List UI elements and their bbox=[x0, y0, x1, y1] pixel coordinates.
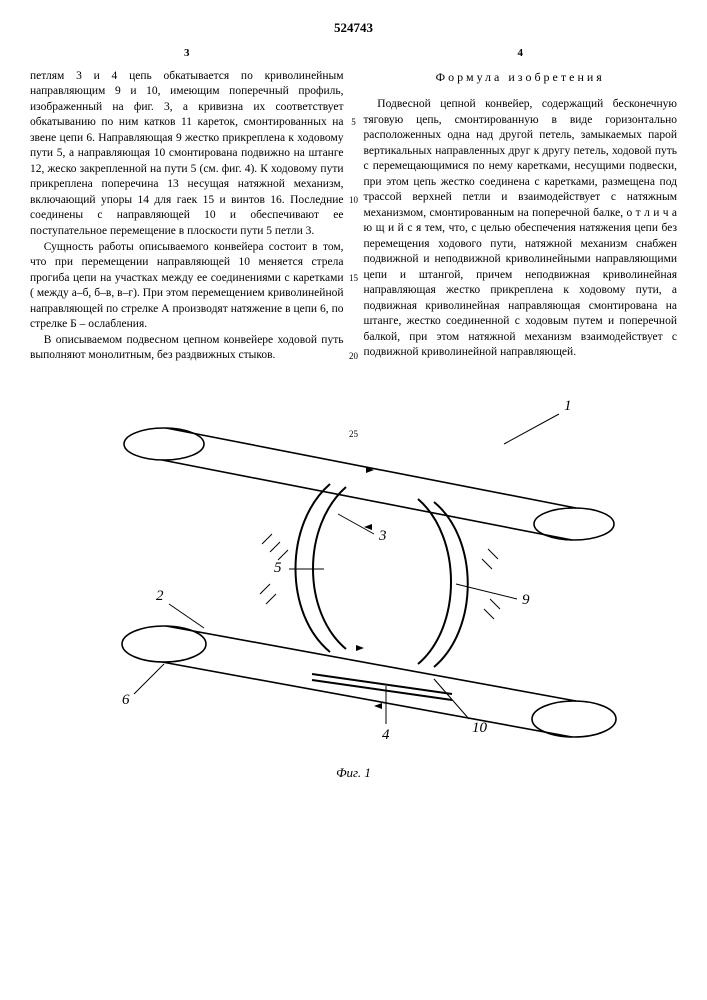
line-num-10: 10 bbox=[344, 196, 364, 205]
formula-title: Формула изобретения bbox=[364, 69, 678, 85]
left-col-number: 3 bbox=[30, 46, 344, 61]
right-col-number: 4 bbox=[364, 46, 678, 61]
callout-10: 10 bbox=[472, 720, 488, 736]
callout-2: 2 bbox=[156, 588, 164, 604]
line-num-25: 25 bbox=[344, 430, 364, 439]
right-para-1: Подвесной цепной конвейер, содержащий бе… bbox=[364, 97, 678, 361]
figure-1-svg: 1 2 3 5 4 6 9 10 bbox=[74, 384, 634, 754]
right-column: 4 Формула изобретения Подвесной цепной к… bbox=[364, 46, 678, 364]
left-para-2: Сущность работы описываемого конвейера с… bbox=[30, 240, 344, 333]
line-num-15: 15 bbox=[344, 274, 364, 283]
callout-1: 1 bbox=[564, 398, 572, 414]
callout-4: 4 bbox=[382, 727, 390, 743]
line-num-5: 5 bbox=[344, 118, 364, 127]
figure-label: Фиг. 1 bbox=[30, 765, 677, 781]
left-para-3: В описываемом подвесном цепном конвейере… bbox=[30, 333, 344, 364]
callout-9: 9 bbox=[522, 592, 530, 608]
left-column: 3 петлям 3 и 4 цепь обкатывается по крив… bbox=[30, 46, 344, 364]
callout-6: 6 bbox=[122, 692, 130, 708]
left-para-1: петлям 3 и 4 цепь обкатывается по кривол… bbox=[30, 69, 344, 240]
figure-1: 1 2 3 5 4 6 9 10 Фиг. 1 bbox=[30, 384, 677, 781]
callout-5: 5 bbox=[274, 560, 282, 576]
callout-3: 3 bbox=[378, 528, 387, 544]
line-num-20: 20 bbox=[344, 352, 364, 361]
patent-number: 524743 bbox=[30, 20, 677, 36]
